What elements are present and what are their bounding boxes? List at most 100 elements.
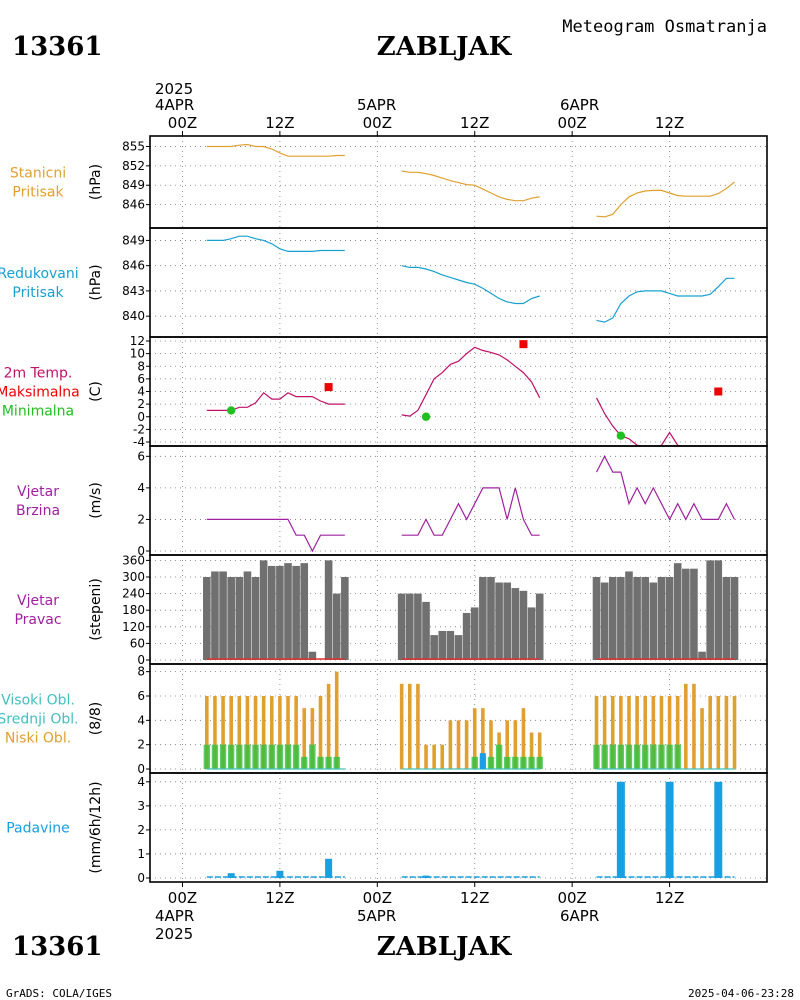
panel-label: Niski Obl. (5, 731, 71, 747)
series-line (595, 397, 682, 446)
direction-bar (641, 576, 650, 660)
low-cloud-bar (213, 695, 217, 769)
low-cloud-bar (700, 708, 704, 769)
low-cloud-bar (627, 695, 631, 769)
mid-cloud-bar (520, 756, 527, 769)
panel-label: 2m Temp. (4, 366, 73, 382)
mid-cloud-bar (292, 744, 300, 769)
panel-label: Pritisak (12, 285, 64, 301)
y-tick-label: 852 (122, 159, 145, 173)
low-cloud-bar (286, 695, 290, 769)
direction-bar (324, 560, 333, 660)
y-tick-label: 855 (122, 139, 145, 153)
direction-bar (259, 560, 268, 660)
direction-bar (243, 571, 252, 660)
direction-bar (608, 576, 617, 660)
low-cloud-bar (294, 695, 298, 769)
y-tick-label: 4 (137, 385, 145, 399)
direction-bar (690, 568, 698, 660)
panel-wind_speed: 0 2 4 6 (m/s) Vjetar Brzina (16, 445, 768, 558)
direction-bar (446, 630, 455, 660)
direction-bar (308, 651, 317, 660)
tmax-marker (324, 383, 333, 392)
panel-frame (149, 336, 768, 447)
footer-station-name: ZABLJAK (377, 932, 513, 962)
direction-bar (714, 560, 723, 660)
panel-label: Visoki Obl. (1, 693, 75, 709)
footer-right: 2025-04-06-23:28 (688, 987, 794, 1000)
plot-area-temperature (206, 340, 723, 446)
precip-bar (276, 870, 284, 878)
top-tick-label: 00Z (363, 114, 392, 132)
y-tick-label: 843 (122, 284, 145, 298)
direction-bar (625, 571, 633, 660)
precip-bar (616, 781, 625, 878)
mid-cloud-bar (617, 744, 625, 769)
y-tick-label: 840 (122, 309, 145, 323)
mid-cloud-bar (284, 744, 292, 769)
mid-cloud-bar (495, 744, 503, 769)
direction-bar (592, 576, 601, 660)
low-cloud-bar (302, 708, 307, 769)
precip-bar (714, 781, 723, 878)
direction-bar (673, 563, 682, 660)
low-cloud-bar (643, 695, 648, 769)
bottom-year: 2025 (155, 925, 193, 943)
cloud-accent-bar (479, 753, 486, 769)
low-cloud-bar (424, 744, 428, 769)
low-cloud-bar (269, 695, 274, 769)
mid-cloud-bar (276, 744, 284, 769)
panel-label: Vjetar (17, 593, 59, 609)
mid-cloud-bar (536, 756, 543, 769)
direction-bar (300, 563, 309, 660)
y-axis-label: (hPa) (88, 164, 104, 200)
direction-bar (462, 612, 471, 660)
panel-reduced_pressure: 840 843 846 849 (hPa) Redukovani Pritisak (0, 227, 768, 338)
y-tick-label: 2 (137, 512, 145, 526)
y-tick-label: 0 (137, 762, 145, 776)
header-station-id: 13361 (12, 32, 102, 62)
plot-area-precipitation (206, 781, 735, 878)
tmin-marker (421, 412, 431, 421)
low-cloud-bar (334, 671, 339, 769)
panel-label: Minimalna (2, 404, 74, 420)
y-tick-label: 0 (137, 653, 145, 667)
direction-bar (633, 576, 641, 660)
mid-cloud-bar (487, 756, 495, 769)
direction-bar (284, 563, 292, 660)
top-year: 2025 (155, 80, 193, 98)
low-cloud-bar (407, 683, 412, 769)
y-tick-label: 849 (122, 178, 145, 192)
low-cloud-bar (529, 732, 534, 769)
panels: 846849852855(hPa)StanicniPritisak8408438… (0, 135, 768, 885)
low-cloud-bar (610, 695, 615, 769)
low-cloud-bar (635, 695, 639, 769)
direction-bar (511, 588, 520, 660)
y-tick-label: 12 (130, 334, 145, 348)
y-axis-label: (mm/6h/12h) (88, 781, 104, 873)
bottom-tick-label: 00Z (557, 889, 586, 907)
mid-cloud-bar (325, 756, 332, 769)
mid-cloud-bar (301, 756, 308, 769)
y-tick-label: 1 (137, 847, 145, 861)
low-cloud-bar (472, 708, 477, 769)
panel-label: Vjetar (17, 484, 59, 500)
mid-cloud-bar (219, 744, 227, 769)
mid-cloud-bar (633, 744, 641, 769)
mid-cloud-bar (504, 756, 511, 769)
top-tick-label: 12Z (265, 114, 294, 132)
y-tick-label: 849 (122, 233, 145, 247)
direction-bar (649, 582, 658, 660)
panel-frame (149, 772, 768, 883)
bottom-tick-label: 00Z (363, 889, 392, 907)
low-cloud-bar (521, 708, 526, 769)
panel-label: Maksimalna (0, 385, 80, 401)
y-tick-label: 6 (137, 689, 145, 703)
mid-cloud-bar (674, 744, 681, 769)
top-tick-label: 12Z (655, 114, 684, 132)
mid-cloud-bar (227, 744, 235, 769)
low-cloud-bar (440, 744, 445, 769)
mid-cloud-bar (512, 756, 519, 769)
series-line (595, 454, 736, 521)
plot-area-wind_speed (206, 454, 736, 553)
